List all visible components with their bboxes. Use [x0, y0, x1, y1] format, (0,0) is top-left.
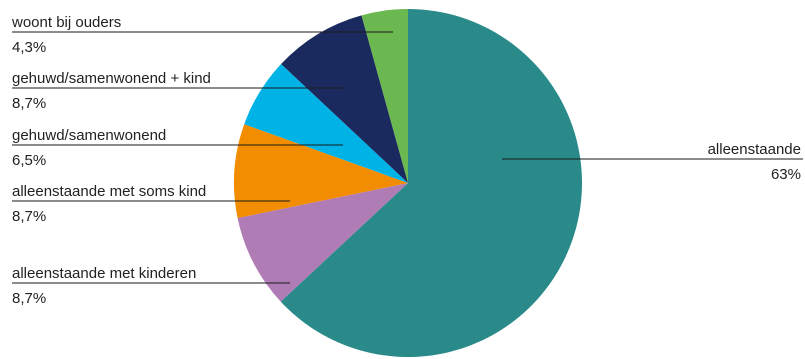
slice-label-group-woont-bij-ouders: woont bij ouders 4,3% [11, 14, 393, 56]
slice-value-alleenstaande-met-kinderen: 8,7% [12, 290, 46, 307]
pie-slice-gehuwd-samenwonend [244, 63, 408, 183]
pie-slice-woont-bij-ouders [361, 8, 408, 183]
pie-slice-alleenstaande-met-soms-kind [234, 124, 408, 219]
slice-label-gehuwd-samenwonend: gehuwd/samenwonend [12, 127, 166, 144]
slice-value-alleenstaande-met-soms-kind: 8,7% [12, 208, 46, 225]
slice-label-gehuwd-samenwonend-kind: gehuwd/samenwonend + kind [12, 70, 211, 87]
pie-slice-alleenstaande [280, 9, 582, 357]
slice-label-group-alleenstaande: alleenstaande 63% [502, 141, 803, 183]
slice-label-alleenstaande: alleenstaande [708, 141, 801, 158]
slice-label-group-alleenstaande-met-soms-kind: alleenstaande met soms kind 8,7% [12, 183, 290, 225]
slice-value-alleenstaande: 63% [771, 166, 801, 183]
slice-label-group-gehuwd-samenwonend: gehuwd/samenwonend 6,5% [12, 127, 343, 169]
slice-label-woont-bij-ouders: woont bij ouders [11, 14, 121, 31]
labels-layer: alleenstaande 63% alleenstaande met kinder… [11, 14, 803, 307]
pie-slice-gehuwd-samenwonend-kind [281, 15, 408, 183]
slice-label-group-alleenstaande-met-kinderen: alleenstaande met kinderen 8,7% [12, 265, 290, 307]
slices-layer [234, 8, 582, 357]
pie-slice-alleenstaande-met-kinderen [237, 183, 408, 302]
slice-value-woont-bij-ouders: 4,3% [12, 39, 46, 56]
slice-value-gehuwd-samenwonend-kind: 8,7% [12, 95, 46, 112]
slice-label-alleenstaande-met-kinderen: alleenstaande met kinderen [12, 265, 196, 282]
slice-label-group-gehuwd-samenwonend-kind: gehuwd/samenwonend + kind 8,7% [12, 70, 343, 112]
slice-value-gehuwd-samenwonend: 6,5% [12, 152, 46, 169]
slice-label-alleenstaande-met-soms-kind: alleenstaande met soms kind [12, 183, 206, 200]
